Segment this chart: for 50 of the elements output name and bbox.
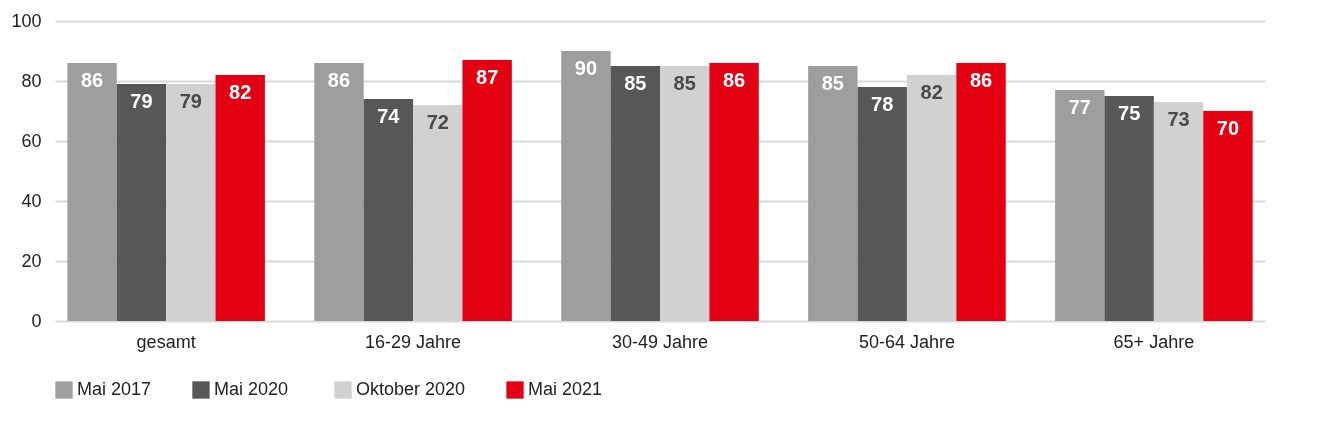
- bar: [462, 60, 512, 321]
- data-label: 90: [574, 57, 598, 79]
- bar: [956, 63, 1006, 321]
- y-tick-label: 0: [31, 310, 42, 331]
- bar: [1203, 111, 1253, 321]
- data-label: 73: [1167, 108, 1190, 130]
- data-label: 82: [920, 81, 943, 103]
- y-tick-label: 40: [21, 190, 42, 211]
- bar: [67, 63, 117, 321]
- bar: [363, 99, 414, 321]
- data-label: 85: [673, 72, 696, 94]
- data-label: 79: [179, 90, 202, 112]
- data-label: 85: [624, 72, 647, 94]
- legend-label: Mai 2020: [214, 379, 289, 399]
- bar: [610, 66, 660, 321]
- legend-label: Mai 2021: [528, 379, 603, 399]
- x-tick-label: 65+ Jahre: [1113, 331, 1195, 352]
- x-tick-label: 16-29 Jahre: [365, 331, 462, 352]
- data-label: 74: [377, 105, 401, 127]
- y-tick-label: 20: [21, 250, 42, 271]
- bar: [1055, 90, 1105, 321]
- bar: [215, 75, 265, 321]
- data-label: 79: [130, 90, 153, 112]
- data-label: 86: [80, 69, 104, 91]
- y-tick-label: 80: [21, 70, 42, 91]
- bar: [709, 63, 759, 321]
- data-label: 78: [871, 93, 894, 115]
- x-tick-label: 30-49 Jahre: [611, 331, 709, 352]
- legend-label: Mai 2017: [77, 379, 152, 399]
- bar: [857, 87, 907, 321]
- x-tick-label: 50-64 Jahre: [858, 331, 955, 352]
- y-tick-label: 100: [11, 10, 42, 31]
- data-label: 86: [722, 69, 746, 91]
- data-label: 75: [1118, 102, 1141, 124]
- data-label: 72: [426, 111, 449, 133]
- x-tick-label: gesamt: [136, 331, 196, 352]
- bar: [808, 66, 858, 321]
- bar: [1104, 96, 1154, 321]
- data-label: 86: [969, 69, 993, 91]
- data-label: 77: [1068, 96, 1091, 118]
- bar: [314, 63, 364, 321]
- data-label: 70: [1216, 117, 1240, 139]
- legend-label: Oktober 2020: [356, 379, 466, 399]
- data-label: 85: [821, 72, 844, 94]
- y-tick-label: 60: [21, 130, 42, 151]
- data-label: 87: [476, 66, 499, 88]
- data-label: 86: [327, 69, 351, 91]
- bar: [561, 51, 611, 321]
- data-label: 82: [229, 81, 252, 103]
- bar: [116, 84, 167, 321]
